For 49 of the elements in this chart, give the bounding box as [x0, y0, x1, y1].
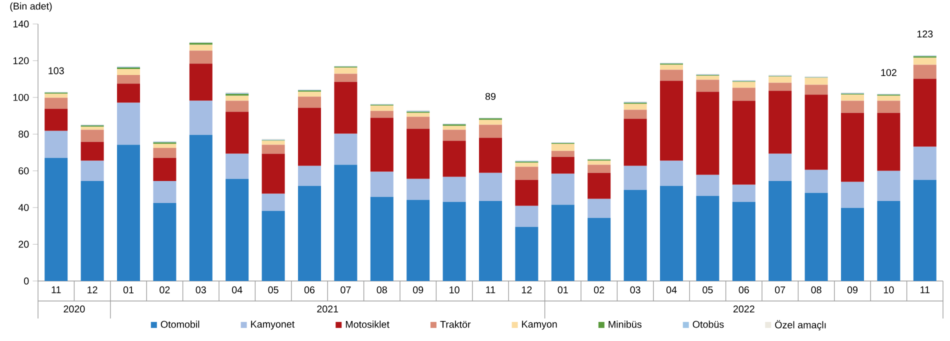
x-tick-label: 08	[376, 286, 387, 294]
x-tick-label: 02	[594, 286, 604, 294]
x-tick-label: 10	[450, 286, 460, 294]
legend-label: Otomobil	[160, 320, 200, 328]
y-tick-label: 20	[18, 240, 29, 248]
legend-label: Motosiklet	[346, 320, 390, 328]
x-tick-label: 06	[738, 286, 749, 294]
x-tick-label: 08	[811, 286, 822, 294]
y-tick-label: 120	[13, 57, 29, 64]
x-tick-label: 10	[884, 286, 894, 294]
x-tick-label: 01	[558, 286, 568, 294]
legend-label: Özel amaçlı	[775, 320, 826, 330]
x-tick-label: 11	[486, 286, 496, 294]
total-label: 103	[48, 67, 64, 74]
y-tick-label: 40	[18, 204, 29, 212]
x-tick-label: 04	[666, 286, 677, 294]
x-tick-label: 11	[52, 286, 61, 294]
x-tick-label: 12	[522, 286, 532, 294]
text: 2021	[317, 306, 338, 312]
x-tick-label: 09	[847, 286, 858, 294]
y-tick-label: 100	[13, 94, 29, 101]
x-tick-label: 07	[340, 286, 351, 294]
total-label: 89	[485, 92, 496, 100]
y-tick-label: 60	[18, 167, 29, 174]
legend-label: Otobüs	[692, 320, 724, 328]
y-tick-label: 140	[13, 20, 29, 28]
x-tick-label: 11	[920, 286, 930, 294]
legend-label: Kamyonet	[251, 320, 295, 330]
legend-label: Minibüs	[608, 320, 642, 328]
x-tick-label: 06	[304, 286, 315, 294]
x-tick-label: 12	[88, 286, 98, 294]
y-axis-title: (Bin adet)	[10, 2, 52, 12]
y-tick-label: 80	[18, 130, 29, 138]
x-tick-label: 03	[196, 286, 206, 294]
text: 2020	[64, 306, 85, 312]
text: 2022	[733, 306, 754, 312]
x-tick-label: 03	[630, 286, 640, 294]
total-label: 102	[881, 69, 896, 76]
x-tick-label: 09	[413, 286, 424, 294]
x-tick-label: 05	[702, 286, 713, 294]
x-tick-label: 01	[123, 286, 134, 294]
x-tick-label: 07	[775, 286, 786, 294]
legend-label: Kamyon	[522, 320, 557, 330]
x-tick-label: 02	[160, 286, 170, 294]
x-tick-label: 04	[232, 286, 242, 294]
legend-label: Traktör	[440, 320, 471, 328]
y-tick-label: 0	[24, 278, 29, 284]
total-label: 123	[917, 30, 933, 38]
x-tick-label: 05	[268, 286, 278, 294]
